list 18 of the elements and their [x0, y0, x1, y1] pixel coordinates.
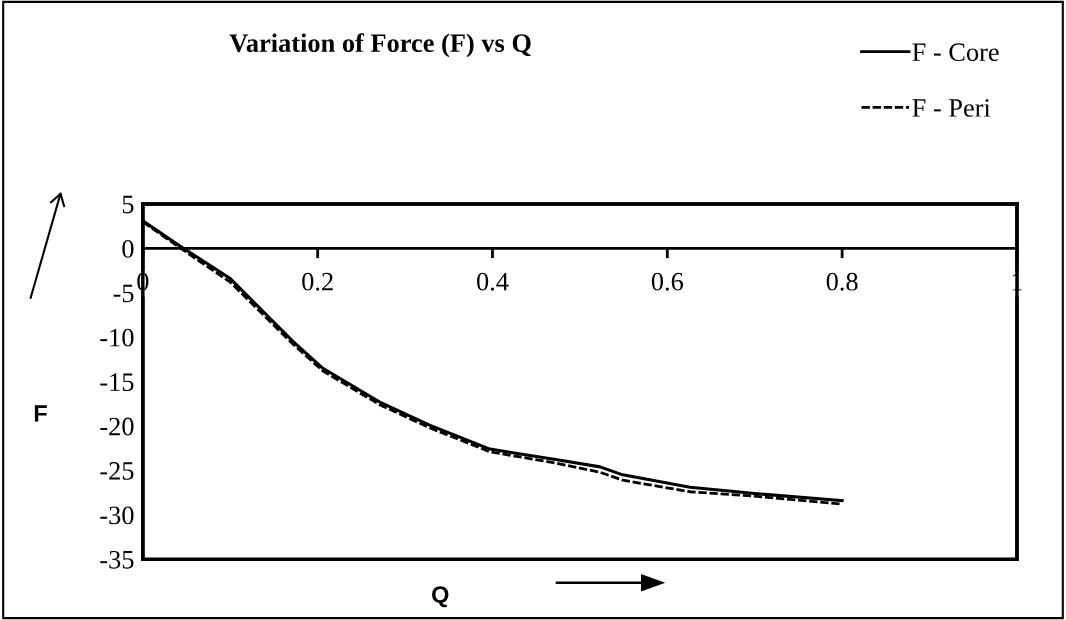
x-tick-label: 0.8 — [826, 272, 858, 291]
y-tick-label: -30 — [100, 506, 134, 525]
x-axis-title: Q — [432, 586, 449, 608]
chart-title: Variation of Force (F) vs Q — [229, 33, 531, 58]
x-tick-label: 0.2 — [302, 272, 333, 291]
y-tick-label: -15 — [100, 373, 134, 392]
x-tick-label: 0.6 — [651, 272, 684, 291]
y-tick-label: -5 — [113, 284, 134, 303]
y-tick-label: -20 — [100, 417, 134, 436]
y-tick-label: 0 — [122, 239, 134, 258]
y-tick-label: -10 — [100, 328, 134, 347]
legend-label: F - Core — [912, 43, 999, 62]
x-tick-label: 0.4 — [477, 272, 509, 291]
y-tick-label: 5 — [122, 195, 134, 214]
legend-label: F - Peri — [912, 99, 991, 117]
y-tick-label: -35 — [100, 550, 134, 569]
y-axis-title: F — [34, 405, 47, 422]
y-tick-label: -25 — [100, 462, 134, 480]
